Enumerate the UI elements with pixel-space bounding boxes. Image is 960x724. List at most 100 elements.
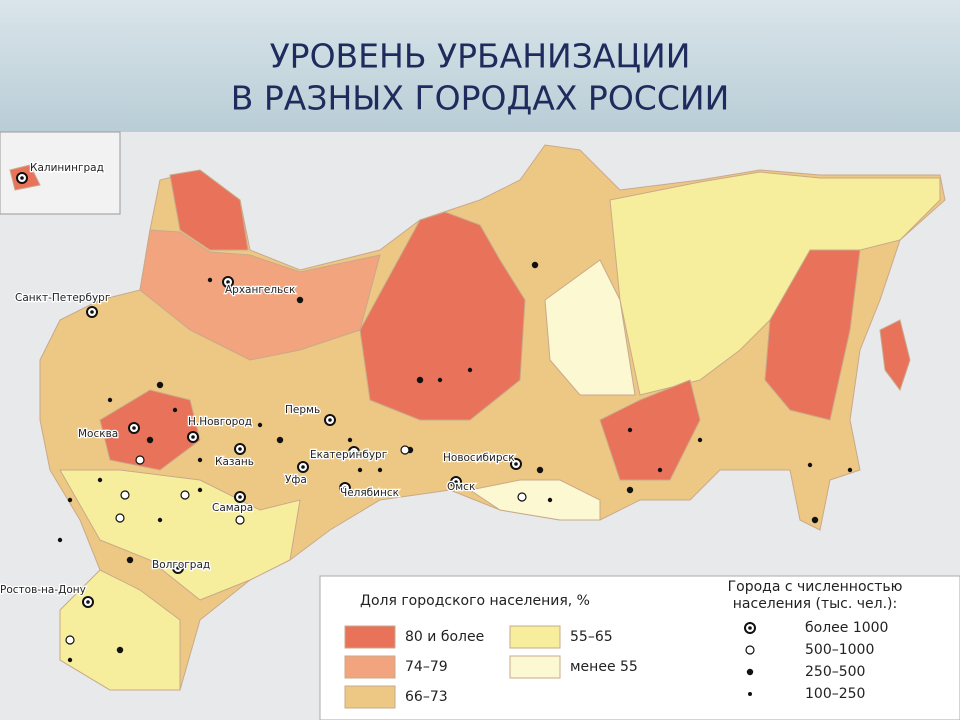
legend: Доля городского населения, % 80 и более 74… xyxy=(344,579,903,709)
region xyxy=(139,229,381,361)
city-label: Санкт-Петербург xyxy=(15,292,110,304)
city-label: Казань xyxy=(215,456,254,468)
legend-marker xyxy=(746,668,754,676)
city-label: Калининград xyxy=(30,162,104,174)
city-marker xyxy=(65,635,75,645)
small-city-marker xyxy=(257,422,263,428)
legend-swatch xyxy=(509,625,561,649)
city-label: Ростов-на-Дону xyxy=(0,584,86,596)
city-label: Н.Новгород xyxy=(188,416,252,428)
city-marker xyxy=(115,513,125,523)
city-label: Новосибирск xyxy=(443,452,515,464)
region xyxy=(169,169,249,251)
small-city-marker xyxy=(67,497,73,503)
title-line: УРОВЕНЬ УРБАНИЗАЦИИ xyxy=(270,37,691,76)
small-city-marker xyxy=(172,407,178,413)
legend-swatch xyxy=(344,685,396,709)
small-city-marker xyxy=(207,277,213,283)
small-city-marker xyxy=(126,556,134,564)
legend-title: Города с численностью xyxy=(728,579,903,595)
small-city-marker xyxy=(847,467,853,473)
small-city-marker xyxy=(377,467,383,473)
island xyxy=(879,319,911,392)
legend-title: Доля городского населения, % xyxy=(360,593,590,609)
small-city-marker xyxy=(276,436,284,444)
small-city-marker xyxy=(97,477,103,483)
small-city-marker xyxy=(626,486,634,494)
small-city-marker xyxy=(547,497,553,503)
city-label: Москва xyxy=(78,428,118,440)
small-city-marker xyxy=(116,646,124,654)
legend-label: 66–73 xyxy=(405,689,448,705)
city-marker xyxy=(135,455,145,465)
city-label: Самара xyxy=(212,502,253,514)
small-city-marker xyxy=(197,457,203,463)
small-city-marker xyxy=(197,487,203,493)
legend-title: населения (тыс. чел.): xyxy=(733,596,897,612)
city-marker xyxy=(90,310,94,314)
city-marker xyxy=(20,176,24,180)
map xyxy=(39,144,946,691)
city-marker xyxy=(514,462,518,466)
city-label: Челябинск xyxy=(340,487,399,499)
city-label: Архангельск xyxy=(225,284,295,296)
city-marker xyxy=(517,492,527,502)
small-city-marker xyxy=(467,367,473,373)
small-city-marker xyxy=(657,467,663,473)
city-label: Омск xyxy=(447,481,475,493)
small-city-marker xyxy=(536,466,544,474)
small-city-marker xyxy=(146,436,154,444)
small-city-marker xyxy=(697,437,703,443)
city-marker xyxy=(238,495,242,499)
title-line: В РАЗНЫХ ГОРОДАХ РОССИИ xyxy=(231,79,730,118)
legend-marker xyxy=(748,692,752,696)
city-marker xyxy=(132,426,136,430)
region xyxy=(359,211,526,421)
small-city-marker xyxy=(67,657,73,663)
city-marker xyxy=(180,490,190,500)
legend-marker xyxy=(748,626,752,630)
region xyxy=(468,479,601,521)
city-marker xyxy=(301,465,305,469)
legend-swatch xyxy=(344,655,396,679)
legend-label: 250–500 xyxy=(805,664,865,680)
city-marker xyxy=(191,435,195,439)
legend-label: 55–65 xyxy=(570,629,613,645)
small-city-marker xyxy=(157,517,163,523)
small-city-marker xyxy=(627,427,633,433)
small-city-marker xyxy=(811,516,819,524)
city-marker xyxy=(454,480,458,484)
city-marker xyxy=(86,600,90,604)
cities: Калининград Санкт-Петербург Архангельск Мос… xyxy=(0,161,853,663)
legend-swatch xyxy=(509,655,561,679)
city-label: Волгоград xyxy=(152,559,210,571)
legend-label: менее 55 xyxy=(570,659,638,675)
small-city-marker xyxy=(531,261,539,269)
city-marker xyxy=(328,418,332,422)
legend-label: 100–250 xyxy=(805,686,865,702)
city-label: Уфа xyxy=(285,474,307,486)
region xyxy=(599,379,701,481)
legend-label: более 1000 xyxy=(805,620,888,636)
legend-label: 500–1000 xyxy=(805,642,874,658)
city-marker xyxy=(238,447,242,451)
small-city-marker xyxy=(156,381,164,389)
region xyxy=(764,249,861,421)
small-city-marker xyxy=(57,537,63,543)
small-city-marker xyxy=(357,467,363,473)
city-marker xyxy=(226,280,230,284)
legend-label: 74–79 xyxy=(405,659,448,675)
city-marker xyxy=(235,515,245,525)
small-city-marker xyxy=(296,296,304,304)
small-city-marker xyxy=(416,376,424,384)
legend-box xyxy=(319,575,960,721)
city-marker xyxy=(400,445,410,455)
region xyxy=(544,259,636,396)
city-label: Екатеринбург xyxy=(310,449,387,461)
legend-swatch xyxy=(344,625,396,649)
city-label: Пермь xyxy=(285,404,320,416)
small-city-marker xyxy=(107,397,113,403)
small-city-marker xyxy=(807,462,813,468)
header-band xyxy=(0,0,960,132)
